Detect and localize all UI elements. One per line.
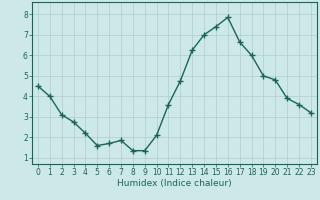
- X-axis label: Humidex (Indice chaleur): Humidex (Indice chaleur): [117, 179, 232, 188]
